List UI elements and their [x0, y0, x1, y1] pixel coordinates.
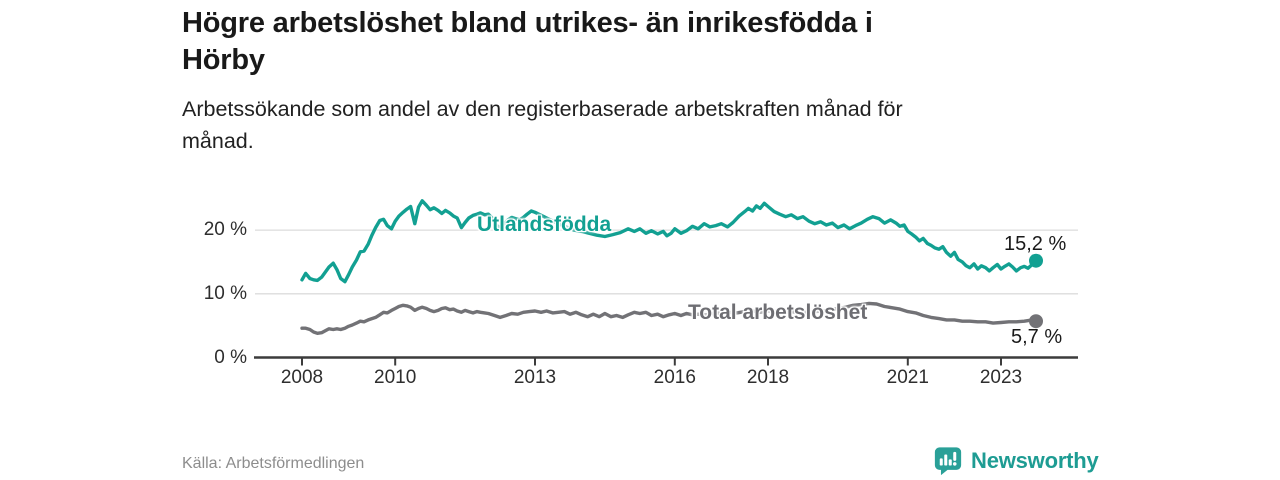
subtitle-line-1: Arbetssökande som andel av den registerb… [182, 97, 903, 121]
x-tick-label: 2013 [513, 367, 557, 388]
series-line [300, 199, 1038, 284]
end-value-label-utlandsfodda: 15,2 % [1004, 233, 1067, 255]
x-tick-label: 2023 [979, 367, 1023, 388]
x-tick-label: 2021 [886, 367, 929, 388]
end-value-label-total: 5,7 % [1011, 326, 1063, 348]
x-tick-label: 2018 [746, 367, 790, 388]
y-tick-label: 0 % [214, 346, 247, 368]
x-tick-label: 2010 [374, 367, 417, 388]
source-caption: Källa: Arbetsförmedlingen [182, 455, 365, 472]
y-tick-label: 10 % [203, 282, 247, 304]
title-line-2: Hörby [182, 44, 265, 76]
series-label-utlandsfodda: Utlandsfödda [477, 213, 612, 236]
series-end-dot [1029, 253, 1043, 268]
series-line [300, 301, 1038, 335]
x-tick-label: 2008 [280, 367, 324, 388]
logo-wordmark: Newsworthy [971, 448, 1099, 473]
x-tick-label: 2016 [653, 367, 696, 388]
series-end-dot [1029, 314, 1043, 329]
newsworthy-logo[interactable]: Newsworthy [933, 446, 1099, 476]
title-line-1: Högre arbetslöshet bland utrikes- än inr… [182, 7, 873, 39]
subtitle-line-2: månad. [182, 129, 254, 153]
series-label-total-arbetsloshet: Total arbetslöshet [688, 301, 868, 324]
chart-subtitle: Arbetssökande som andel av den registerb… [182, 93, 1142, 157]
bar-chart-speech-bubble-icon [934, 447, 962, 476]
y-tick-label: 20 % [203, 219, 247, 241]
page-title: Högre arbetslöshet bland utrikes- än inr… [182, 5, 1142, 79]
